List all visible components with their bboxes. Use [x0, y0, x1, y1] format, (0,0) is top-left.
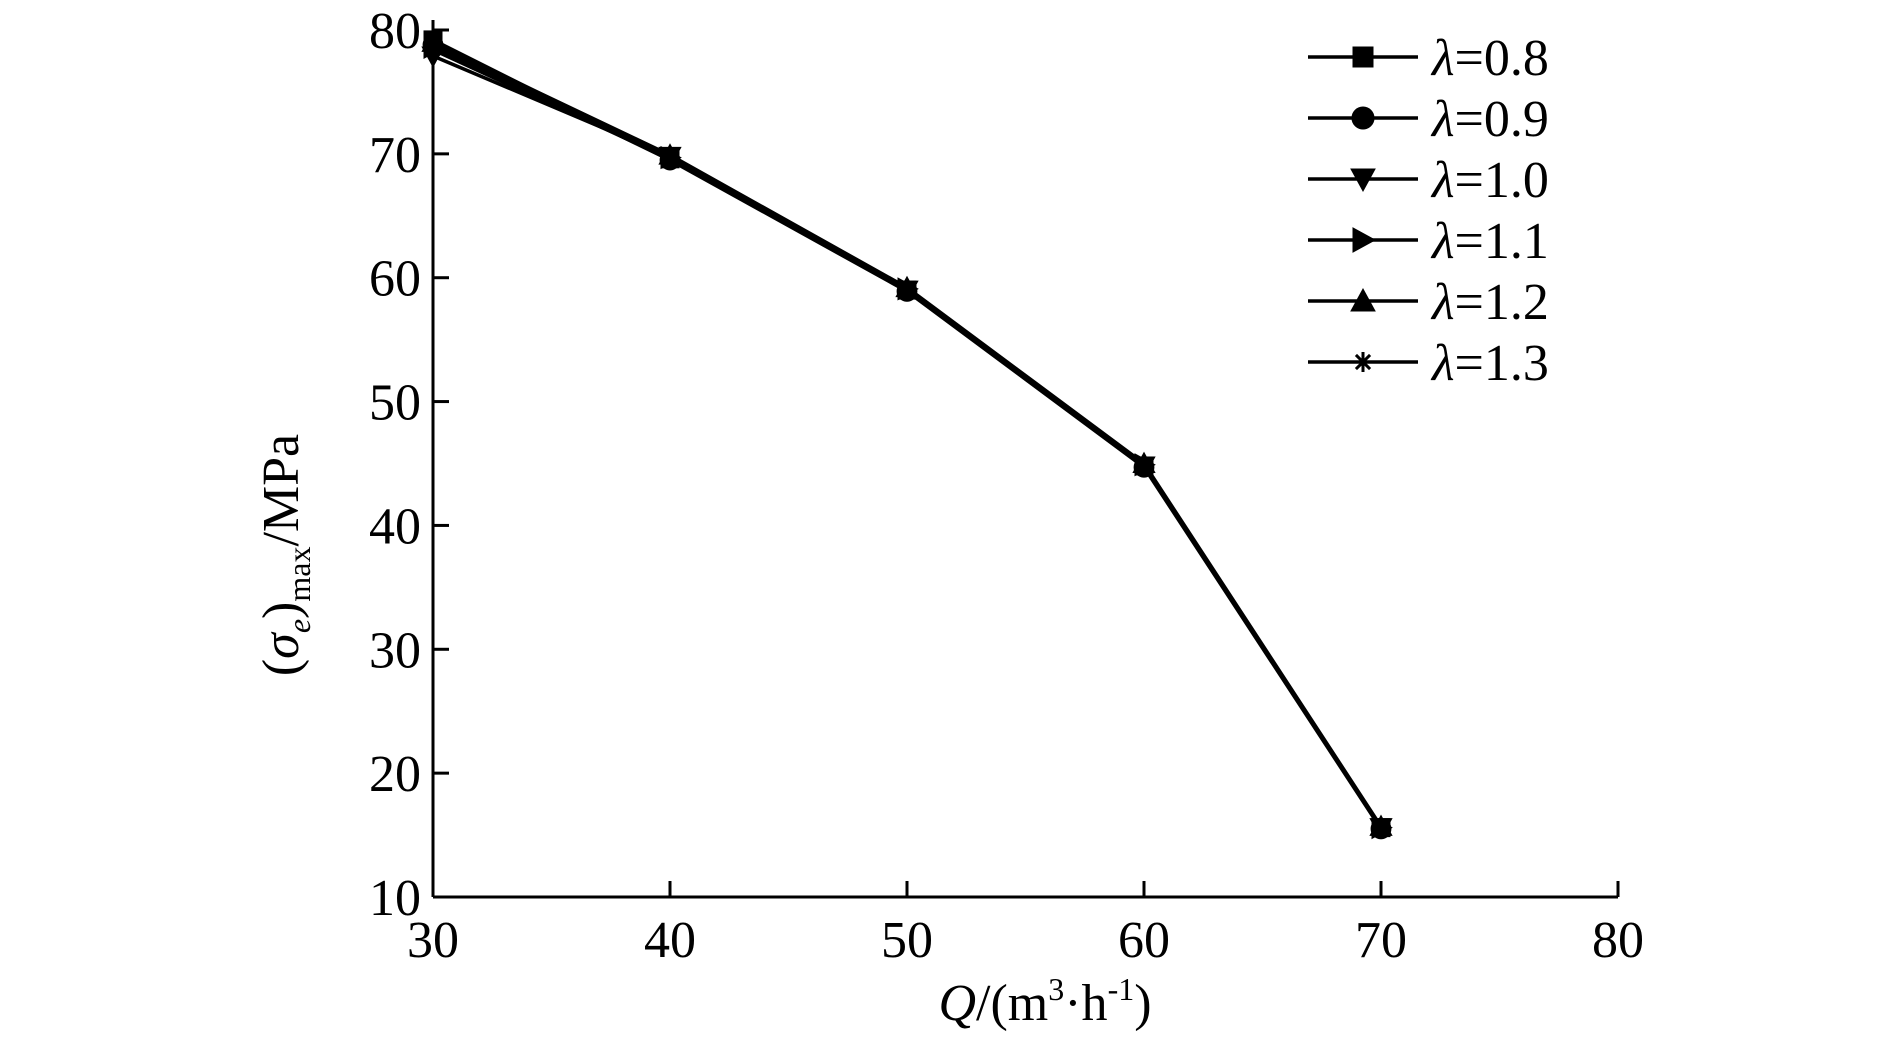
data-point: [424, 40, 442, 59]
legend-label: λ=1.3: [1430, 335, 1549, 392]
series-line: [432, 43, 1383, 830]
legend-item: λ=1.0: [1308, 152, 1549, 209]
x-tick-label: 30: [407, 912, 459, 969]
y-tick-label: 80: [369, 3, 421, 60]
data-point: [1135, 456, 1153, 475]
legend-marker: [1350, 287, 1376, 312]
y-axis-title: (σe)max/MPa: [253, 434, 317, 676]
x-axis-title: Q/(m3·h-1): [938, 971, 1151, 1032]
series-triangle-down: [421, 46, 1393, 840]
series-line: [432, 38, 1383, 829]
series-line: [432, 54, 1383, 829]
y-axis-ticks: 10 20 30 40 50 60 70 80: [369, 3, 449, 927]
series-circle: [422, 34, 1392, 840]
y-tick-label: 70: [369, 127, 421, 184]
legend-marker: [1353, 352, 1373, 372]
y-tick-label: 20: [369, 746, 421, 803]
legend-marker: [1352, 227, 1377, 253]
legend-label: λ=0.8: [1430, 30, 1549, 87]
legend-marker: [1351, 106, 1375, 130]
legend-item: λ=0.9: [1308, 91, 1549, 148]
series-square: [423, 30, 1391, 838]
x-tick-label: 60: [1118, 912, 1170, 969]
data-point: [661, 149, 679, 168]
series-triangle-right: [423, 35, 1393, 840]
y-tick-label: 10: [369, 870, 421, 927]
x-tick-label: 50: [881, 912, 933, 969]
legend-item: λ=1.2: [1308, 274, 1549, 331]
legend-label: λ=1.1: [1430, 213, 1549, 270]
plot-area: [431, 20, 1618, 899]
x-axis-ticks: 30 40 50 60 70 80: [407, 881, 1644, 969]
series-star: [424, 40, 1390, 837]
y-tick-label: 60: [369, 251, 421, 308]
legend-item: λ=0.8: [1308, 30, 1549, 87]
series-line: [432, 45, 1383, 829]
data-point: [1372, 818, 1390, 837]
series-line: [432, 40, 1383, 828]
y-tick-label: 30: [369, 622, 421, 679]
legend-item: λ=1.3: [1308, 335, 1549, 392]
legend-marker: [1350, 168, 1376, 193]
x-tick-label: 80: [1592, 912, 1644, 969]
x-tick-label: 40: [644, 912, 696, 969]
series-triangle-up: [421, 30, 1393, 836]
x-tick-label: 70: [1355, 912, 1407, 969]
legend-label: λ=1.0: [1430, 152, 1549, 209]
legend: λ=0.8λ=0.9λ=1.0λ=1.1λ=1.2λ=1.3: [1308, 30, 1549, 392]
legend-item: λ=1.1: [1308, 213, 1549, 270]
legend-label: λ=1.2: [1430, 274, 1549, 331]
y-tick-label: 40: [369, 498, 421, 555]
legend-marker: [1352, 46, 1374, 68]
y-tick-label: 50: [369, 375, 421, 432]
series-layer: [421, 30, 1393, 840]
series-line: [432, 48, 1383, 829]
data-point: [898, 281, 916, 300]
legend-label: λ=0.9: [1430, 91, 1549, 148]
